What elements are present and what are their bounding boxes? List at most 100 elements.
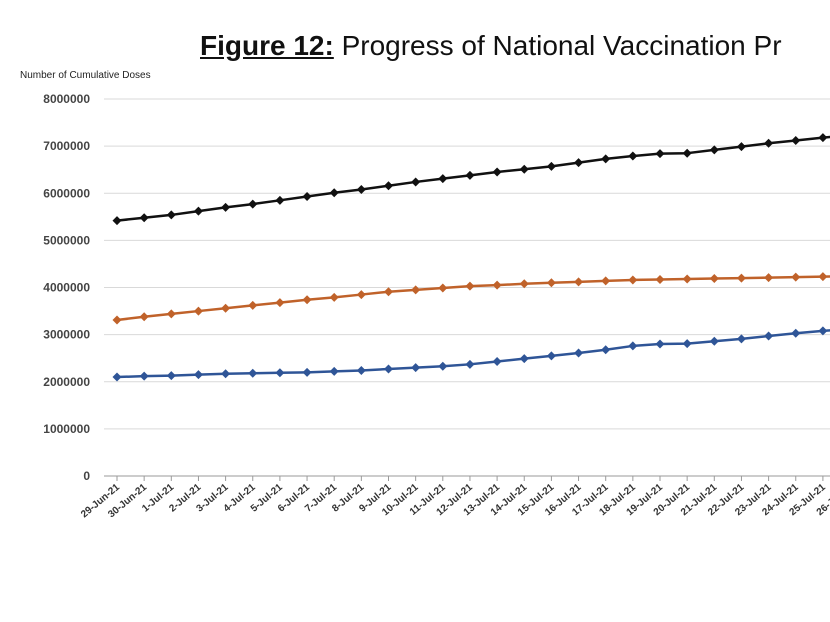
data-point xyxy=(764,273,774,283)
data-point xyxy=(112,372,122,382)
y-tick-label: 6000000 xyxy=(43,186,90,200)
data-point xyxy=(574,277,584,287)
series-lines xyxy=(112,133,830,382)
title-text: Progress of National Vaccination Pr xyxy=(333,30,782,61)
y-tick-label: 8000000 xyxy=(43,92,90,106)
data-point xyxy=(736,273,746,283)
data-point xyxy=(356,184,366,194)
data-point xyxy=(438,174,448,184)
data-point xyxy=(384,181,393,191)
figure-label: Figure 12: xyxy=(200,30,334,61)
data-point xyxy=(709,145,719,155)
data-point xyxy=(709,274,719,284)
data-point xyxy=(546,278,556,288)
data-point xyxy=(193,370,203,380)
data-point xyxy=(682,339,692,349)
data-point xyxy=(764,331,774,341)
data-point xyxy=(221,202,231,212)
y-tick-label: 5000000 xyxy=(43,233,90,247)
data-point xyxy=(791,272,801,282)
data-point xyxy=(193,206,203,216)
data-point xyxy=(465,359,475,369)
gridlines xyxy=(104,98,830,477)
data-point xyxy=(139,371,149,381)
data-point xyxy=(438,361,448,371)
series-line xyxy=(116,275,830,322)
data-point xyxy=(438,283,448,293)
data-point xyxy=(709,336,719,346)
data-point xyxy=(248,300,258,310)
data-point xyxy=(275,195,285,205)
data-point xyxy=(193,306,203,316)
data-point xyxy=(221,369,231,379)
data-point xyxy=(492,167,502,177)
data-point xyxy=(166,210,176,220)
y-tick-label: 4000000 xyxy=(43,281,90,295)
data-point xyxy=(248,368,258,378)
data-point xyxy=(465,170,475,180)
data-point xyxy=(601,154,611,164)
y-tick-label: 2000000 xyxy=(43,375,90,389)
data-point xyxy=(384,364,393,374)
data-point xyxy=(682,274,692,284)
data-point xyxy=(465,281,475,291)
data-point xyxy=(329,366,339,376)
data-point xyxy=(492,280,502,290)
data-point xyxy=(574,348,584,358)
data-point xyxy=(329,188,339,198)
data-point xyxy=(574,158,584,168)
data-point xyxy=(139,312,149,322)
y-tick-label: 7000000 xyxy=(43,139,90,153)
y-tick-label: 3000000 xyxy=(43,328,90,342)
data-point xyxy=(221,303,231,313)
data-point xyxy=(139,213,149,223)
axes: 0 1000000 2000000 3000000 4000000 5000000 6000… xyxy=(43,92,830,520)
data-point xyxy=(546,351,556,361)
data-point xyxy=(655,274,665,284)
data-point xyxy=(682,148,692,158)
y-tick-label: 0 xyxy=(83,469,90,483)
data-point xyxy=(356,290,366,300)
data-point xyxy=(166,309,176,319)
data-point xyxy=(628,341,638,351)
data-point xyxy=(818,272,828,282)
data-point xyxy=(411,363,421,373)
data-point xyxy=(546,161,556,171)
data-point xyxy=(628,151,638,161)
data-point xyxy=(302,367,312,377)
data-point xyxy=(818,133,828,143)
data-point xyxy=(302,295,312,305)
data-point xyxy=(275,368,285,378)
data-point xyxy=(411,285,421,295)
data-point xyxy=(302,192,312,202)
data-point xyxy=(329,292,339,302)
data-point xyxy=(411,177,421,187)
data-point xyxy=(601,276,611,286)
data-point xyxy=(628,275,638,285)
data-point xyxy=(655,339,665,349)
data-point xyxy=(601,345,611,355)
data-point xyxy=(818,326,828,336)
data-point xyxy=(112,216,122,226)
data-point xyxy=(384,287,393,297)
y-tick-label: 1000000 xyxy=(43,422,90,436)
data-point xyxy=(736,142,746,152)
data-point xyxy=(764,138,774,148)
data-point xyxy=(166,371,176,381)
data-point xyxy=(519,279,529,289)
data-point xyxy=(655,149,665,159)
data-point xyxy=(519,354,529,364)
data-point xyxy=(112,315,122,325)
chart-title: Figure 12: Progress of National Vaccinat… xyxy=(200,30,782,62)
y-axis-label: Number of Cumulative Doses xyxy=(20,70,151,81)
data-point xyxy=(736,334,746,344)
data-point xyxy=(519,164,529,174)
data-point xyxy=(356,365,366,375)
data-point xyxy=(492,356,502,366)
data-point xyxy=(791,135,801,145)
data-point xyxy=(248,199,258,209)
data-point xyxy=(275,298,285,308)
data-point xyxy=(791,328,801,338)
